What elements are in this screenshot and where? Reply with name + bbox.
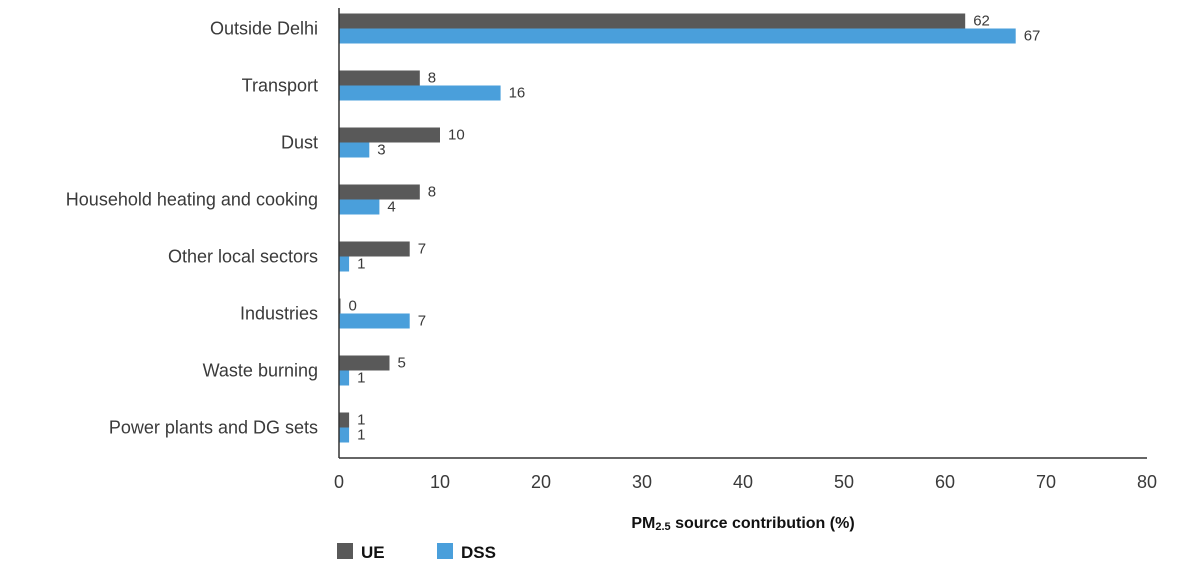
category-label-industries: Industries <box>240 304 318 324</box>
x-axis-title-suffix: source contribution (%) <box>671 515 855 532</box>
bar-dss-industries <box>339 313 410 329</box>
x-tick-label-70: 70 <box>1036 472 1056 492</box>
value-label-ue-dust: 10 <box>448 127 465 144</box>
bar-dss-household-heating-and-cooking <box>339 199 380 215</box>
value-label-ue-waste-burning: 5 <box>398 355 406 372</box>
value-label-ue-transport: 8 <box>428 70 436 87</box>
bar-ue-transport <box>339 70 420 86</box>
x-tick-label-50: 50 <box>834 472 854 492</box>
value-label-ue-outside-delhi: 62 <box>973 13 990 30</box>
legend-label-ue: UE <box>361 543 385 562</box>
category-label-dust: Dust <box>281 133 318 153</box>
category-label-other-local-sectors: Other local sectors <box>168 247 318 267</box>
x-tick-label-20: 20 <box>531 472 551 492</box>
bar-dss-transport <box>339 85 501 101</box>
value-label-ue-household-heating-and-cooking: 8 <box>428 184 436 201</box>
x-axis-title: PM2.5 source contribution (%) <box>631 515 854 533</box>
x-tick-label-10: 10 <box>430 472 450 492</box>
x-tick-label-80: 80 <box>1137 472 1157 492</box>
bar-dss-other-local-sectors <box>339 256 350 272</box>
value-label-ue-other-local-sectors: 7 <box>418 241 426 258</box>
category-label-household-heating-and-cooking: Household heating and cooking <box>66 190 318 210</box>
bar-dss-power-plants-and-dg-sets <box>339 427 350 443</box>
value-label-dss-household-heating-and-cooking: 4 <box>387 199 395 216</box>
x-tick-label-40: 40 <box>733 472 753 492</box>
category-label-power-plants-and-dg-sets: Power plants and DG sets <box>109 418 318 438</box>
bars-layer <box>339 13 1016 443</box>
value-label-dss-other-local-sectors: 1 <box>357 256 365 273</box>
bar-dss-dust <box>339 142 370 158</box>
x-tick-label-60: 60 <box>935 472 955 492</box>
bar-dss-waste-burning <box>339 370 350 386</box>
bar-ue-dust <box>339 127 440 143</box>
value-label-ue-industries: 0 <box>349 298 357 315</box>
legend-swatch-dss <box>437 543 453 559</box>
legend: UE DSS <box>337 543 496 562</box>
bar-ue-waste-burning <box>339 355 390 371</box>
bar-ue-power-plants-and-dg-sets <box>339 412 350 428</box>
category-label-waste-burning: Waste burning <box>203 361 318 381</box>
x-axis-title-subscript: 2.5 <box>655 521 670 533</box>
x-axis-title-prefix: PM <box>631 515 655 532</box>
bar-ue-other-local-sectors <box>339 241 410 257</box>
legend-label-dss: DSS <box>461 543 496 562</box>
x-tick-label-0: 0 <box>334 472 344 492</box>
legend-swatch-ue <box>337 543 353 559</box>
bar-dss-outside-delhi <box>339 28 1016 44</box>
x-ticks: 0 10 20 30 40 50 60 70 80 <box>334 472 1157 492</box>
value-label-dss-transport: 16 <box>509 85 526 102</box>
category-label-outside-delhi: Outside Delhi <box>210 19 318 39</box>
value-label-dss-power-plants-and-dg-sets: 1 <box>357 427 365 444</box>
bar-ue-outside-delhi <box>339 13 966 29</box>
bar-ue-household-heating-and-cooking <box>339 184 420 200</box>
value-label-dss-waste-burning: 1 <box>357 370 365 387</box>
value-label-dss-industries: 7 <box>418 313 426 330</box>
value-label-dss-dust: 3 <box>377 142 385 159</box>
x-tick-label-30: 30 <box>632 472 652 492</box>
value-label-dss-outside-delhi: 67 <box>1024 28 1041 45</box>
category-label-transport: Transport <box>242 76 318 96</box>
value-label-ue-power-plants-and-dg-sets: 1 <box>357 412 365 429</box>
